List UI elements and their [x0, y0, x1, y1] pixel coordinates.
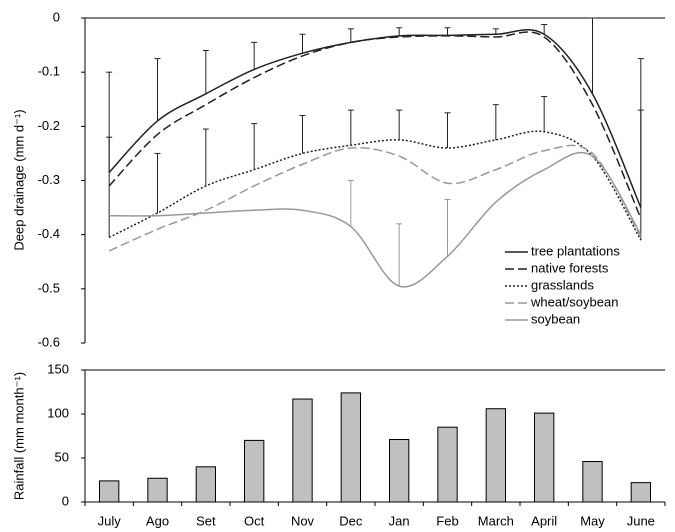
- bar: [292, 398, 313, 503]
- x-tick-label: June: [627, 513, 655, 528]
- bar: [437, 426, 458, 503]
- y-tick-label: 0: [62, 493, 69, 508]
- bar: [147, 477, 168, 503]
- y-tick-label: -0.5: [38, 280, 60, 295]
- y-axis-label: Deep drainage (mm d⁻¹): [11, 109, 26, 250]
- x-tick-label: Oct: [244, 513, 265, 528]
- bar: [244, 439, 265, 503]
- bar: [340, 392, 361, 503]
- bar: [389, 439, 410, 503]
- legend-label: wheat/soybean: [530, 294, 618, 309]
- y-tick-label: 150: [47, 361, 69, 376]
- x-tick-label: Nov: [291, 513, 315, 528]
- legend-label: soybean: [531, 311, 580, 326]
- x-tick-label: Set: [196, 513, 216, 528]
- bar: [99, 480, 120, 503]
- legend-label: native forests: [531, 260, 609, 275]
- y-tick-label: -0.3: [38, 172, 60, 187]
- x-tick-label: Jan: [389, 513, 410, 528]
- x-tick-label: Feb: [436, 513, 458, 528]
- series-line: [108, 31, 642, 219]
- y-tick-label: 100: [47, 405, 69, 420]
- y-tick-label: -0.6: [38, 334, 60, 349]
- x-tick-label: July: [98, 513, 122, 528]
- x-tick-label: Dec: [339, 513, 363, 528]
- bar: [485, 408, 506, 503]
- series-line: [108, 29, 642, 208]
- y-axis-label: Rainfall (mm month⁻¹): [11, 372, 26, 500]
- bar: [630, 482, 652, 503]
- x-tick-label: Ago: [146, 513, 169, 528]
- x-tick-label: March: [478, 513, 514, 528]
- y-tick-label: -0.1: [38, 64, 60, 79]
- legend-label: grasslands: [531, 277, 594, 292]
- legend-label: tree plantations: [531, 243, 620, 258]
- bar: [582, 461, 603, 503]
- y-tick-label: -0.4: [38, 226, 60, 241]
- y-tick-label: -0.2: [38, 118, 60, 133]
- x-tick-label: May: [580, 513, 605, 528]
- series-line: [109, 151, 642, 288]
- series-line: [108, 144, 642, 252]
- x-tick-label: April: [531, 513, 557, 528]
- bar: [534, 412, 555, 503]
- y-tick-label: 0: [53, 9, 60, 24]
- bar: [195, 466, 217, 503]
- y-tick-label: 50: [55, 449, 69, 464]
